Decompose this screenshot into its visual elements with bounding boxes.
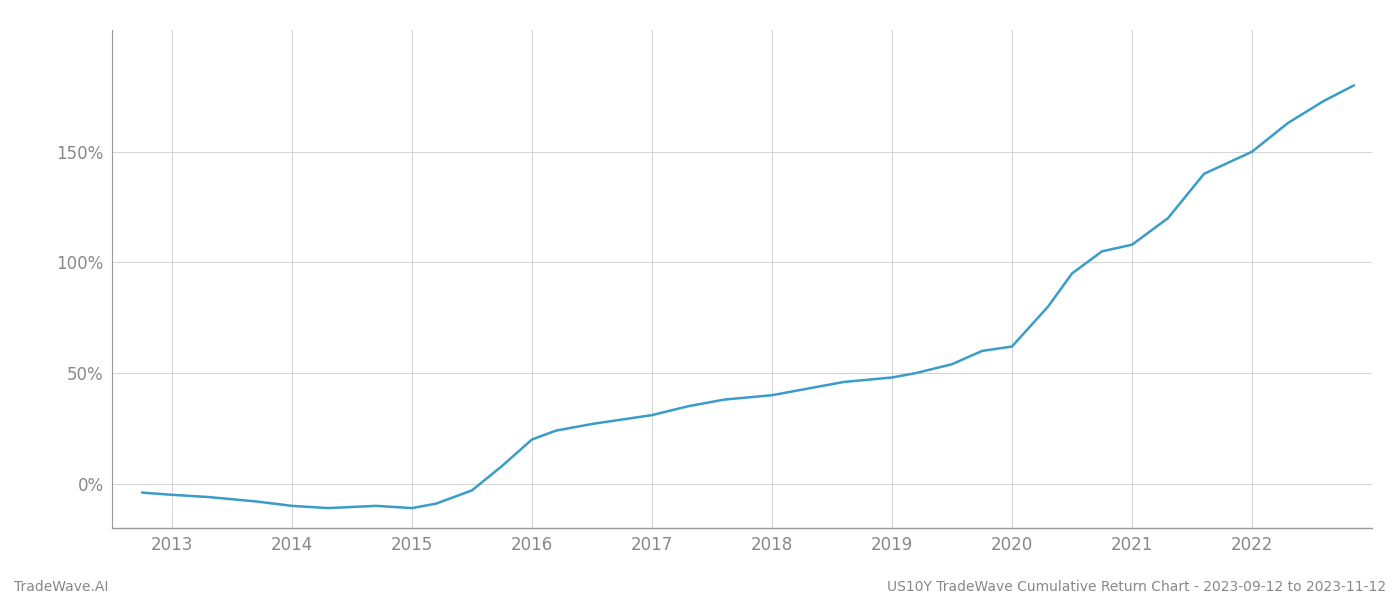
Text: US10Y TradeWave Cumulative Return Chart - 2023-09-12 to 2023-11-12: US10Y TradeWave Cumulative Return Chart … (886, 580, 1386, 594)
Text: TradeWave.AI: TradeWave.AI (14, 580, 108, 594)
